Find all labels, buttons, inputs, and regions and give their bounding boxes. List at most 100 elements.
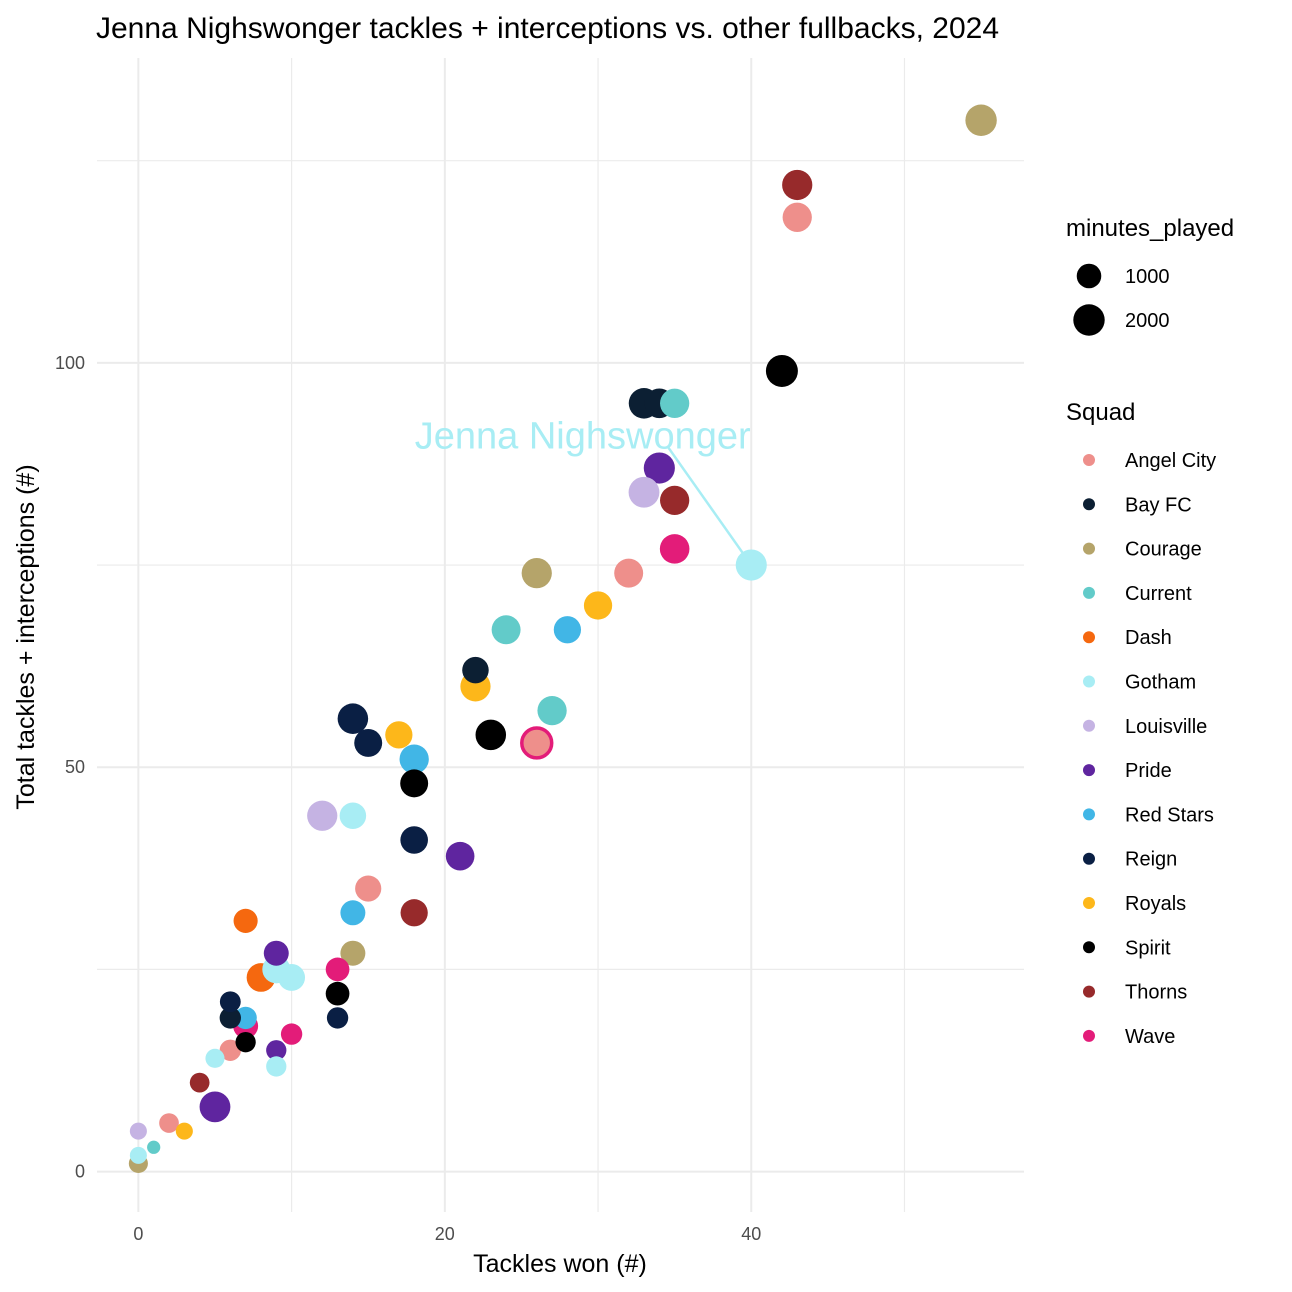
data-point bbox=[326, 1007, 349, 1029]
color-legend-key bbox=[1083, 454, 1095, 466]
color-legend-label: Reign bbox=[1125, 849, 1177, 871]
data-point bbox=[385, 721, 413, 749]
color-legend-label: Spirit bbox=[1125, 937, 1171, 959]
color-legend-key bbox=[1083, 631, 1095, 644]
annotation-label: Jenna Nighswonger bbox=[415, 416, 751, 458]
data-point bbox=[400, 826, 428, 854]
data-point bbox=[628, 476, 660, 508]
annotation-leader-line bbox=[667, 447, 753, 566]
color-legend-key bbox=[1083, 808, 1095, 821]
data-point bbox=[205, 1048, 225, 1068]
data-point bbox=[266, 1040, 287, 1061]
color-legend-key bbox=[1083, 675, 1095, 688]
data-point bbox=[199, 1091, 231, 1123]
data-point bbox=[643, 452, 675, 484]
color-legend-key bbox=[1083, 1029, 1095, 1042]
data-point bbox=[219, 1039, 241, 1061]
color-legend-label: Wave bbox=[1125, 1026, 1175, 1048]
chart-title: Jenna Nighswonger tackles + interception… bbox=[96, 12, 999, 45]
color-legend-key bbox=[1083, 941, 1095, 954]
y-tick-label: 0 bbox=[75, 1162, 85, 1182]
color-legend-label: Red Stars bbox=[1125, 804, 1214, 826]
data-point bbox=[521, 558, 552, 589]
data-point bbox=[583, 591, 613, 620]
y-tick-label: 50 bbox=[65, 757, 85, 777]
data-point bbox=[520, 726, 554, 760]
data-point bbox=[400, 899, 428, 927]
data-point bbox=[147, 1140, 161, 1154]
data-point bbox=[129, 1122, 147, 1140]
size-legend-key bbox=[1073, 304, 1105, 336]
data-point bbox=[235, 1032, 256, 1053]
data-point bbox=[765, 354, 798, 387]
data-point bbox=[325, 981, 350, 1006]
color-legend-key bbox=[1083, 719, 1095, 732]
data-point bbox=[660, 388, 690, 418]
size-legend-label: 2000 bbox=[1125, 310, 1170, 332]
color-legend-label: Bay FC bbox=[1125, 494, 1192, 516]
data-point bbox=[263, 940, 289, 966]
x-tick-label: 0 bbox=[133, 1224, 143, 1244]
data-point bbox=[278, 964, 306, 991]
data-point bbox=[462, 656, 489, 684]
data-point bbox=[234, 1006, 257, 1030]
x-tick-label: 40 bbox=[741, 1224, 761, 1244]
data-point bbox=[189, 1072, 210, 1093]
data-point bbox=[219, 991, 241, 1013]
x-tick-label: 20 bbox=[435, 1224, 455, 1244]
grid-lines bbox=[97, 58, 1024, 1212]
color-legend-label: Royals bbox=[1125, 893, 1186, 915]
data-point bbox=[659, 534, 690, 564]
data-point bbox=[782, 169, 813, 201]
color-legend-label: Courage bbox=[1125, 539, 1202, 561]
data-point bbox=[159, 1113, 179, 1133]
y-axis-title: Total tackles + interceptions (#) bbox=[12, 464, 40, 809]
color-legend-key bbox=[1083, 985, 1095, 998]
data-point bbox=[965, 104, 997, 136]
data-point bbox=[354, 728, 383, 757]
data-point bbox=[355, 875, 382, 902]
data-point bbox=[340, 900, 366, 926]
data-point bbox=[735, 549, 767, 581]
data-point bbox=[233, 908, 258, 933]
color-legend-label: Angel City bbox=[1125, 450, 1216, 472]
data-point bbox=[129, 1146, 147, 1164]
data-point bbox=[400, 769, 429, 798]
legend: minutes_played 1000 2000 Squad Angel City… bbox=[1066, 215, 1234, 1048]
data-point bbox=[614, 558, 644, 588]
data-point bbox=[339, 802, 367, 830]
data-point bbox=[266, 1056, 287, 1077]
color-legend-key bbox=[1083, 764, 1095, 777]
color-legend-key bbox=[1083, 542, 1095, 555]
data-point bbox=[307, 800, 338, 831]
size-legend: 1000 2000 bbox=[1073, 263, 1170, 336]
data-point bbox=[340, 940, 366, 966]
data-point bbox=[553, 616, 582, 644]
data-point bbox=[337, 703, 369, 734]
data-point bbox=[475, 719, 507, 751]
color-legend-label: Gotham bbox=[1125, 672, 1196, 694]
data-point bbox=[445, 841, 475, 871]
color-legend-label: Current bbox=[1125, 583, 1192, 605]
x-axis-title: Tackles won (#) bbox=[473, 1250, 647, 1278]
data-point bbox=[491, 615, 521, 645]
highlight-annotation bbox=[667, 447, 753, 566]
data-point bbox=[660, 485, 690, 515]
color-legend-title: Squad bbox=[1066, 399, 1135, 426]
data-point bbox=[280, 1023, 303, 1045]
color-legend-label: Dash bbox=[1125, 627, 1172, 649]
color-legend: Angel City Bay FC Courage Current Dash Gotham… bbox=[1083, 450, 1216, 1048]
data-points bbox=[128, 104, 997, 1174]
color-legend-key bbox=[1083, 498, 1095, 511]
size-legend-label: 1000 bbox=[1125, 266, 1170, 288]
data-point bbox=[537, 695, 567, 726]
size-legend-key bbox=[1076, 263, 1102, 289]
color-legend-label: Pride bbox=[1125, 760, 1172, 782]
data-point bbox=[175, 1122, 193, 1140]
color-legend-label: Louisville bbox=[1125, 716, 1207, 738]
axis-ticks: 0 20 40 0 50 100 bbox=[55, 353, 761, 1244]
color-legend-key bbox=[1083, 852, 1095, 865]
color-legend-key bbox=[1083, 897, 1095, 909]
size-legend-title: minutes_played bbox=[1066, 215, 1234, 242]
